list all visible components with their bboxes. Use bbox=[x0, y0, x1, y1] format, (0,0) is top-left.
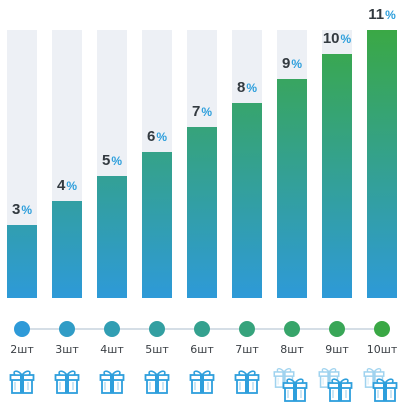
quantity-dot bbox=[329, 321, 345, 337]
bar bbox=[187, 127, 217, 298]
track-line bbox=[247, 328, 292, 330]
track-line bbox=[67, 328, 112, 330]
gift-icon-group bbox=[0, 360, 44, 412]
quantity-label: 3шт bbox=[55, 343, 79, 356]
gift-icon-group bbox=[180, 360, 224, 412]
gift-icon-group bbox=[315, 360, 359, 412]
gift-icon bbox=[234, 370, 260, 394]
bar bbox=[97, 176, 127, 298]
quantity-label: 9шт bbox=[325, 343, 349, 356]
gift-icon bbox=[144, 370, 170, 394]
gift-icon bbox=[99, 370, 125, 394]
gift-icon-group bbox=[270, 360, 314, 412]
quantity-dot bbox=[194, 321, 210, 337]
quantity-label: 4шт bbox=[100, 343, 124, 356]
quantity-track bbox=[0, 305, 403, 355]
gift-icon bbox=[9, 370, 35, 394]
bar bbox=[277, 78, 307, 298]
track-line bbox=[22, 328, 67, 330]
gift-icon-group bbox=[360, 360, 403, 412]
data-label: 11% bbox=[368, 6, 396, 23]
gift-icon bbox=[282, 378, 308, 402]
gift-icon-group bbox=[135, 360, 179, 412]
gift-icon bbox=[54, 370, 80, 394]
track-line bbox=[292, 328, 337, 330]
gift-icon-group bbox=[225, 360, 269, 412]
track-line bbox=[112, 328, 157, 330]
quantity-label: 5шт bbox=[145, 343, 169, 356]
quantity-label: 2шт bbox=[10, 343, 34, 356]
bar bbox=[232, 103, 262, 298]
data-label: 9% bbox=[281, 54, 302, 72]
quantity-label: 10шт bbox=[366, 343, 398, 356]
quantity-dot bbox=[149, 321, 165, 337]
discount-bar-chart: 3% 4% 5% 6% 7% 8% 9% 10% 11% bbox=[7, 6, 397, 298]
quantity-dot bbox=[14, 321, 30, 337]
data-label: 7% bbox=[191, 103, 212, 121]
gift-icon bbox=[273, 368, 295, 388]
bar bbox=[7, 224, 37, 298]
gift-icon bbox=[189, 370, 215, 394]
bar bbox=[367, 30, 397, 298]
gift-icon-group bbox=[45, 360, 89, 412]
bar bbox=[322, 54, 352, 298]
quantity-dot bbox=[239, 321, 255, 337]
gift-icon bbox=[372, 378, 398, 402]
data-label: 10% bbox=[322, 30, 352, 48]
data-label: 3% bbox=[11, 200, 32, 218]
quantity-dot bbox=[104, 321, 120, 337]
quantity-label: 8шт bbox=[280, 343, 304, 356]
quantity-label: 6шт bbox=[190, 343, 214, 356]
track-line bbox=[202, 328, 247, 330]
quantity-dot bbox=[374, 321, 390, 337]
quantity-dot bbox=[59, 321, 75, 337]
track-line bbox=[157, 328, 202, 330]
quantity-label: 7шт bbox=[235, 343, 259, 356]
quantity-dot bbox=[284, 321, 300, 337]
bar bbox=[142, 151, 172, 298]
data-label: 5% bbox=[101, 152, 122, 170]
bar bbox=[52, 200, 82, 298]
gift-icon-group bbox=[90, 360, 134, 412]
data-label: 4% bbox=[56, 176, 77, 194]
data-label: 6% bbox=[146, 127, 167, 145]
track-line bbox=[337, 328, 382, 330]
gift-icon bbox=[327, 378, 353, 402]
data-label: 8% bbox=[236, 79, 257, 97]
